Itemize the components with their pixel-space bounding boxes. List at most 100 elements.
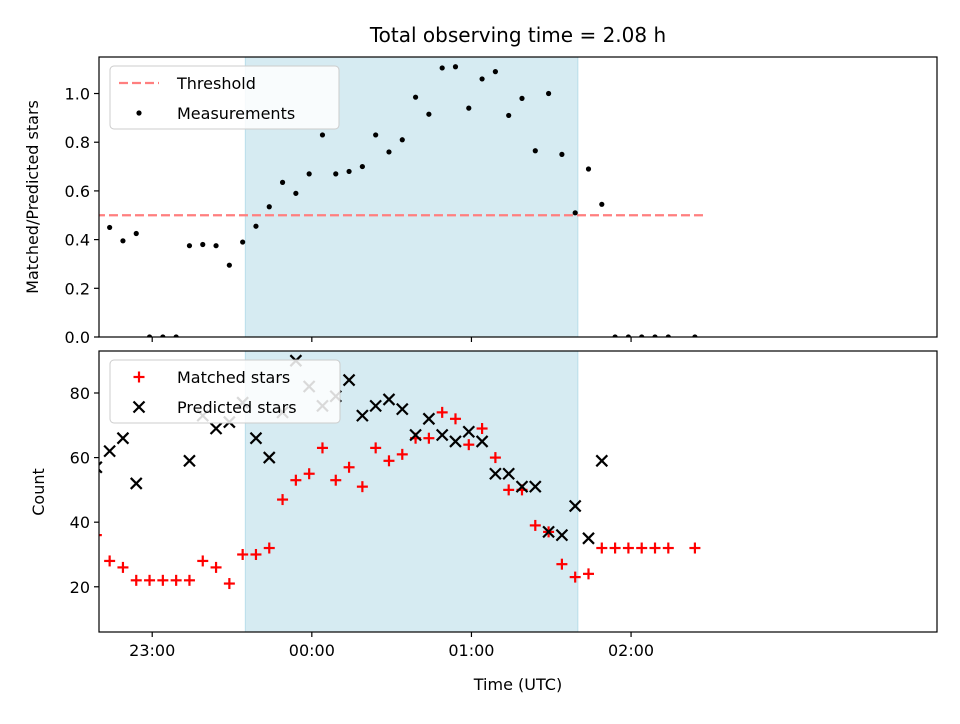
legend-swatch (132, 400, 146, 414)
predicted-stars-point (356, 409, 369, 422)
measurements-point (359, 163, 365, 170)
predicted-stars-point (249, 431, 263, 445)
measurements-point (612, 334, 618, 337)
matched-stars-point (596, 542, 608, 554)
matched-stars-point (569, 571, 581, 583)
legend-entry-predicted-stars: Predicted stars (132, 398, 297, 417)
measurements-point (107, 224, 113, 231)
predicted-stars-point (555, 528, 569, 542)
measurements-point (386, 149, 392, 155)
y-tick-label: 40 (70, 513, 90, 532)
measurements-point (279, 179, 286, 185)
measurements-point (625, 334, 632, 337)
matched-stars-point (170, 574, 182, 586)
matched-stars-point (489, 452, 501, 464)
matched-stars-point (51, 578, 62, 589)
legend-entry-threshold: Threshold (119, 74, 256, 93)
predicted-stars-point (369, 399, 382, 413)
predicted-stars-point (475, 435, 489, 448)
y-tick-label: 20 (70, 578, 90, 597)
matched-stars-point (130, 574, 142, 586)
measurements-point (479, 76, 485, 82)
predicted-stars-point (462, 425, 476, 439)
matched-stars-point (356, 481, 368, 493)
predicted-stars-point (382, 393, 396, 406)
predicted-stars-point (51, 488, 62, 499)
measurements-point (200, 241, 206, 248)
measurements-point (133, 230, 139, 237)
axes-frame (98, 56, 938, 338)
matched-stars-point (277, 494, 289, 506)
predicted-stars-point (582, 532, 595, 545)
predicted-stars-point (11, 459, 22, 470)
measurements-point (492, 69, 498, 75)
measurements-point (426, 111, 432, 117)
predicted-stars-point (103, 444, 116, 458)
measurements-point (452, 64, 459, 70)
measurements-point (412, 94, 419, 100)
measurements-point (559, 151, 565, 157)
measurements-point (639, 334, 645, 337)
matched-stars-point (183, 574, 195, 586)
matched-stars-point (104, 555, 116, 567)
x-tick-label: 23:00 (129, 641, 175, 660)
plot-area (1, 64, 706, 337)
matched-stars-point (649, 542, 661, 554)
predicted-stars-point (342, 373, 356, 387)
legend-swatch (133, 371, 145, 383)
matched-stars-point (529, 519, 541, 531)
matched-stars-point (117, 561, 129, 573)
measurements-point (146, 334, 153, 337)
predicted-stars-point (449, 435, 462, 448)
measurements-point (466, 105, 472, 111)
measurements-point (240, 239, 246, 245)
legend-label: Matched stars (177, 368, 290, 387)
measurements-point (346, 168, 352, 175)
measurements-point (333, 171, 339, 177)
predicted-stars-point (38, 436, 49, 447)
legend-box (109, 65, 340, 130)
measurements-point (585, 166, 592, 172)
matched-stars-point (343, 461, 355, 473)
predicted-stars-point (542, 525, 555, 539)
matched-stars-point (689, 542, 701, 554)
matched-stars-point (24, 568, 35, 579)
predicted-stars-point (435, 428, 449, 442)
predicted-stars-point (209, 422, 223, 435)
y-tick-label: 0.2 (65, 279, 90, 298)
predicted-stars-point (262, 451, 276, 464)
predicted-stars-point (422, 412, 436, 426)
matched-stars-point (662, 542, 674, 554)
measurements-point (572, 210, 578, 216)
matched-stars-point (303, 468, 315, 480)
matched-stars-point (396, 448, 408, 460)
matched-stars-point (556, 558, 568, 570)
predicted-stars-point (489, 467, 502, 481)
predicted-stars-point (515, 480, 529, 493)
matched-stars-point (636, 542, 648, 554)
legend-swatch (136, 110, 142, 116)
predicted-stars-point (129, 477, 143, 490)
matched-stars-point (38, 555, 49, 566)
measurements-point (1, 226, 6, 231)
x-tick-label: 01:00 (448, 641, 494, 660)
matched-stars-point (449, 413, 461, 425)
matched-stars-point (223, 578, 235, 590)
matched-stars-point (330, 474, 342, 486)
measurements-point (692, 334, 698, 337)
legend-entry-measurements: Measurements (136, 104, 295, 123)
chart-title: Total observing time = 2.08 h (369, 23, 666, 47)
matched-stars-point (250, 548, 262, 560)
y-tick-label: 60 (70, 449, 90, 468)
matched-stars-point (609, 542, 621, 554)
measurements-point (186, 243, 193, 249)
predicted-stars-point (99, 460, 103, 474)
matched-stars-point (370, 442, 382, 454)
y-tick-label: 0.8 (65, 133, 90, 152)
measurements-point (266, 204, 272, 210)
y-tick-label: 1.0 (65, 85, 90, 104)
measurements-point (14, 218, 19, 223)
x-tick-label: 00:00 (289, 641, 335, 660)
predicted-stars-point (568, 499, 582, 513)
